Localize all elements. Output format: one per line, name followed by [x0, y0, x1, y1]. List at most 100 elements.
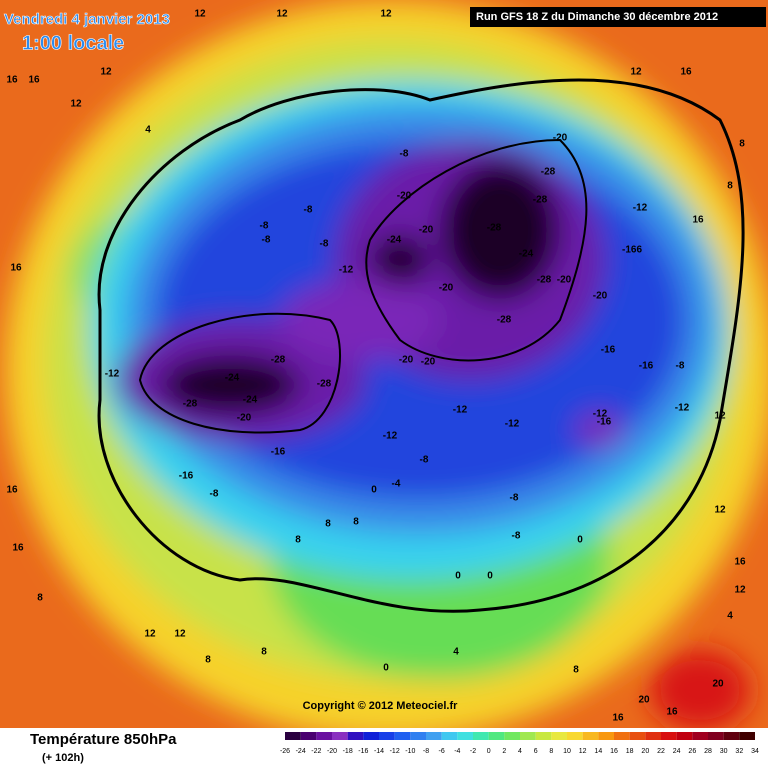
contour-label: 0	[577, 535, 583, 546]
contour-label: -12	[593, 409, 608, 420]
colorbar-cell	[692, 732, 708, 740]
colorbar-cell	[504, 732, 520, 740]
contour-label: -8	[262, 235, 271, 246]
contour-label: -12	[505, 419, 520, 430]
contour-label: 12	[714, 505, 726, 516]
contour-label: -20	[421, 357, 436, 368]
legend-title: Température 850hPa	[30, 731, 177, 748]
colorbar-cell	[300, 732, 317, 740]
colorbar-tick-label: 20	[641, 748, 649, 755]
colorbar-cell	[347, 732, 364, 740]
colorbar-cell	[676, 732, 693, 740]
contour-label: -28	[541, 167, 556, 178]
contour-label: -20	[237, 413, 252, 424]
colorbar-cell	[551, 732, 567, 740]
contour-label: 12	[70, 99, 82, 110]
colorbar-cell	[661, 732, 677, 740]
contour-label: -20	[553, 133, 568, 144]
contour-label: -8	[400, 149, 409, 160]
colorbar-cell	[394, 732, 411, 740]
contour-label: -16	[179, 471, 194, 482]
colorbar-tick-label: -4	[454, 748, 460, 755]
contour-label: -8	[210, 489, 219, 500]
colorbar-tick-label: 22	[657, 748, 665, 755]
contour-label: 8	[727, 181, 733, 192]
colorbar-cell	[426, 732, 442, 740]
colorbar-tick-label: -6	[439, 748, 445, 755]
colorbar-tick-label: 30	[720, 748, 728, 755]
colorbar-cell	[441, 732, 458, 740]
contour-label: 12	[380, 9, 392, 20]
colorbar-cell	[629, 732, 646, 740]
colorbar-tick-label: -12	[390, 748, 400, 755]
contour-label: -28	[537, 275, 552, 286]
contour-label: 12	[100, 67, 112, 78]
contour-label: 12	[144, 629, 156, 640]
contour-label: 8	[325, 519, 331, 530]
contour-label: 16	[28, 75, 40, 86]
colorbar-tick-label: -16	[358, 748, 368, 755]
contour-label: 8	[573, 665, 579, 676]
contour-label: 12	[276, 9, 288, 20]
colorbar-cell	[316, 732, 332, 740]
forecast-time: 1:00 locale	[22, 32, 124, 54]
contour-label: -20	[419, 225, 434, 236]
contour-label: -8	[510, 493, 519, 504]
contour-label: 4	[453, 647, 459, 658]
contour-label: 4	[727, 611, 733, 622]
contour-label: -12	[633, 203, 648, 214]
colorbar-tick-label: 12	[579, 748, 587, 755]
contour-label: -16	[639, 361, 654, 372]
contour-label: 16	[6, 485, 18, 496]
colorbar-tick-label: -22	[311, 748, 321, 755]
contour-label: 16	[666, 707, 678, 718]
colorbar-tick-label: 18	[626, 748, 634, 755]
colorbar-cell	[645, 732, 661, 740]
contour-label: -8	[260, 221, 269, 232]
colorbar-tick-label: -2	[470, 748, 476, 755]
contour-label: -20	[439, 283, 454, 294]
run-info: Run GFS 18 Z du Dimanche 30 décembre 201…	[476, 11, 718, 23]
colorbar-cell	[614, 732, 630, 740]
colorbar-tick-label: -8	[423, 748, 429, 755]
colorbar-tick-label: 0	[487, 748, 491, 755]
colorbar-tick-label: -26	[280, 748, 290, 755]
contour-label: -4	[392, 479, 401, 490]
colorbar-tick-label: 14	[594, 748, 602, 755]
temperature-field	[0, 0, 768, 740]
contour-label: -28	[533, 195, 548, 206]
colorbar-tick-label: 26	[688, 748, 696, 755]
contour-label: -16	[597, 417, 612, 428]
colorbar-cell	[488, 732, 505, 740]
contour-label: 16	[680, 67, 692, 78]
contour-label: -24	[225, 373, 240, 384]
contour-label: 16	[612, 713, 624, 724]
contour-label: 12	[194, 9, 206, 20]
colorbar-cell	[598, 732, 614, 740]
colorbar-cell	[285, 732, 301, 740]
contour-label: 0	[383, 663, 389, 674]
contour-label: 16	[12, 543, 24, 554]
contour-label: -28	[487, 223, 502, 234]
colorbar-tick-label: 32	[735, 748, 743, 755]
colorbar-cell	[567, 732, 583, 740]
contour-label: -20	[557, 275, 572, 286]
contour-label: 12	[734, 585, 746, 596]
colorbar-cell	[535, 732, 552, 740]
contour-label: -20	[399, 355, 414, 366]
contour-label: 8	[295, 535, 301, 546]
contour-label: 20	[712, 679, 724, 690]
colorbar-tick-label: -20	[327, 748, 337, 755]
colorbar-cell	[473, 732, 489, 740]
colorbar-tick-label: -10	[405, 748, 415, 755]
contour-label: 8	[739, 139, 745, 150]
contour-label: 16	[692, 215, 704, 226]
colorbar-cell	[332, 732, 348, 740]
contour-label: -12	[675, 403, 690, 414]
colorbar-tick-label: 28	[704, 748, 712, 755]
contour-label: 12	[630, 67, 642, 78]
contour-label: -8	[304, 205, 313, 216]
colorbar-tick-label: -18	[343, 748, 353, 755]
contour-label: -8	[676, 361, 685, 372]
copyright: Copyright © 2012 Meteociel.fr	[303, 700, 459, 712]
